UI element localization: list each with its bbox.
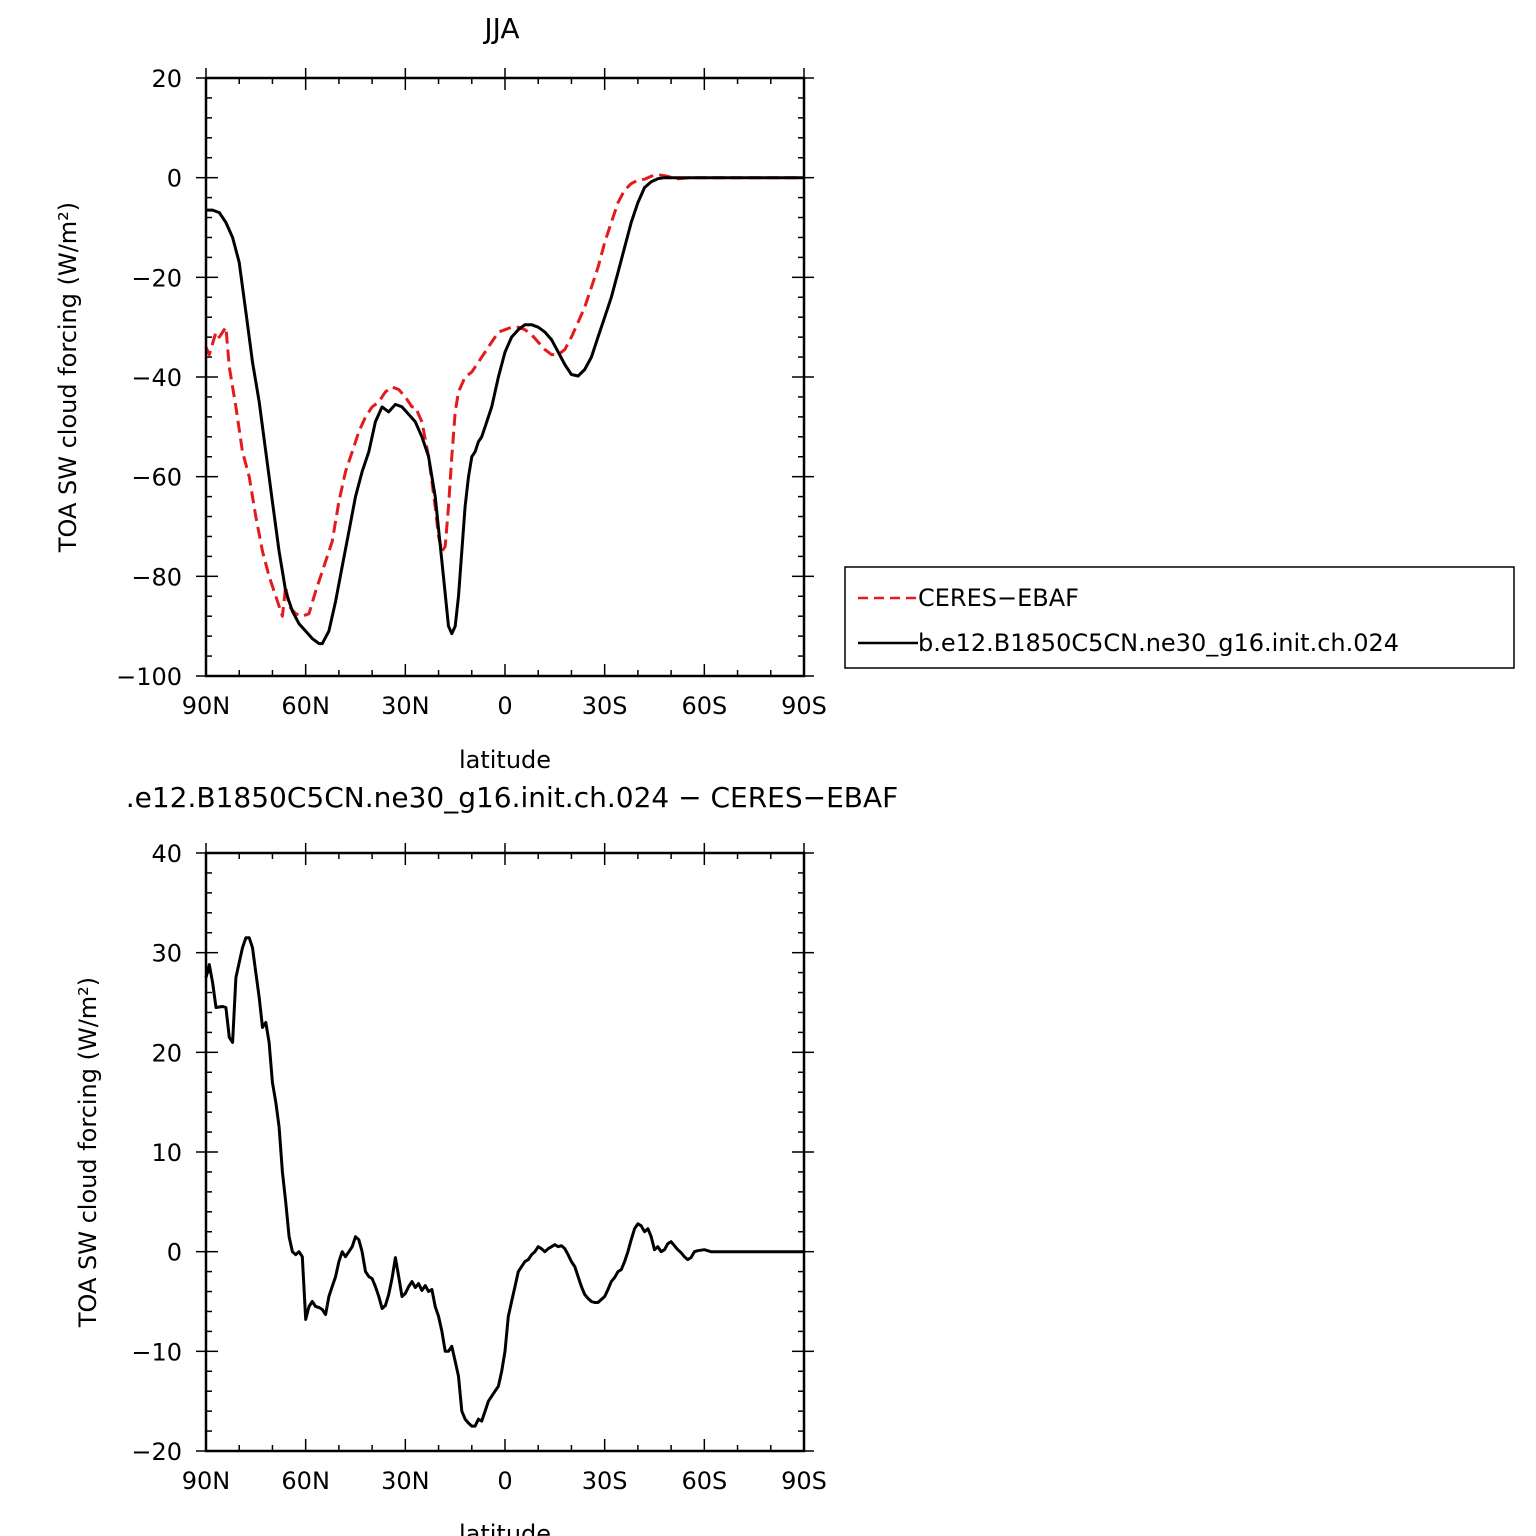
top-series-line-0 (204, 173, 804, 618)
top-y-tick-label: 20 (151, 65, 182, 93)
top-x-tick-label: 90N (182, 692, 231, 720)
top-y-tick-label: −60 (131, 464, 182, 492)
bottom-y-tick-label: −20 (131, 1438, 182, 1466)
bottom-plot-frame (204, 851, 806, 1453)
top-x-tick-label: 30S (582, 692, 628, 720)
bottom-x-tick-label: 90S (781, 1467, 827, 1495)
bottom-chart-title: .e12.B1850C5CN.ne30_g16.init.ch.024 − CE… (126, 781, 899, 814)
bottom-chart-panel: .e12.B1850C5CN.ne30_g16.init.ch.024 − CE… (74, 781, 898, 1536)
top-chart-title: JJA (482, 12, 519, 45)
top-x-tick-label: 90S (781, 692, 827, 720)
legend: CERES−EBAF b.e12.B1850C5CN.ne30_g16.init… (844, 566, 1515, 669)
legend-label-model: b.e12.B1850C5CN.ne30_g16.init.ch.024 (918, 629, 1399, 657)
bottom-x-tick-label: 60N (281, 1467, 330, 1495)
bottom-x-tick-label: 90N (182, 1467, 231, 1495)
bottom-series-line-0 (204, 936, 804, 1428)
bottom-series-group (204, 936, 804, 1428)
top-plot-frame (204, 76, 806, 678)
bottom-x-tick-label: 30N (381, 1467, 430, 1495)
top-y-tick-label: −100 (116, 663, 182, 691)
bottom-x-axis-label: latitude (459, 1520, 551, 1536)
legend-box (844, 566, 1515, 669)
top-x-tick-label: 0 (497, 692, 512, 720)
bottom-y-tick-label: 20 (151, 1039, 182, 1067)
top-x-tick-label: 30N (381, 692, 430, 720)
top-y-tick-label: 0 (167, 165, 182, 193)
bottom-y-tick-label: 30 (151, 940, 182, 968)
top-series-group (204, 173, 804, 646)
bottom-y-tick-label: −10 (131, 1338, 182, 1366)
bottom-y-tick-label: 10 (151, 1139, 182, 1167)
bottom-x-tick-label: 30S (582, 1467, 628, 1495)
top-x-tick-label: 60N (281, 692, 330, 720)
bottom-x-tick-label: 60S (681, 1467, 727, 1495)
top-y-tick-label: −20 (131, 264, 182, 292)
top-x-axis-label: latitude (459, 746, 551, 774)
top-x-tick-label: 60S (681, 692, 727, 720)
top-axis-ticks: 90N 60N 30N 0 30S 60S 90S 20 0 −20 −40 −60 −80 −100 (116, 65, 827, 720)
top-y-axis-label: TOA SW cloud forcing (W/m²) (54, 202, 82, 553)
bottom-y-axis-label: TOA SW cloud forcing (W/m²) (74, 977, 102, 1328)
bottom-y-tick-label: 0 (167, 1239, 182, 1267)
bottom-axis-ticks: 90N 60N 30N 0 30S 60S 90S 40 30 20 10 0 −10 −20 (131, 840, 827, 1495)
bottom-x-tick-label: 0 (497, 1467, 512, 1495)
bottom-y-tick-label: 40 (151, 840, 182, 868)
top-series-line-1 (206, 176, 804, 646)
top-y-tick-label: −80 (131, 563, 182, 591)
legend-label-ceres: CERES−EBAF (918, 584, 1079, 612)
top-chart-panel: JJA 90N 60N 30N 0 30S 60S 90S 20 0 −20 −40 −60 −80 −1… (54, 12, 1515, 774)
top-y-tick-label: −40 (131, 364, 182, 392)
